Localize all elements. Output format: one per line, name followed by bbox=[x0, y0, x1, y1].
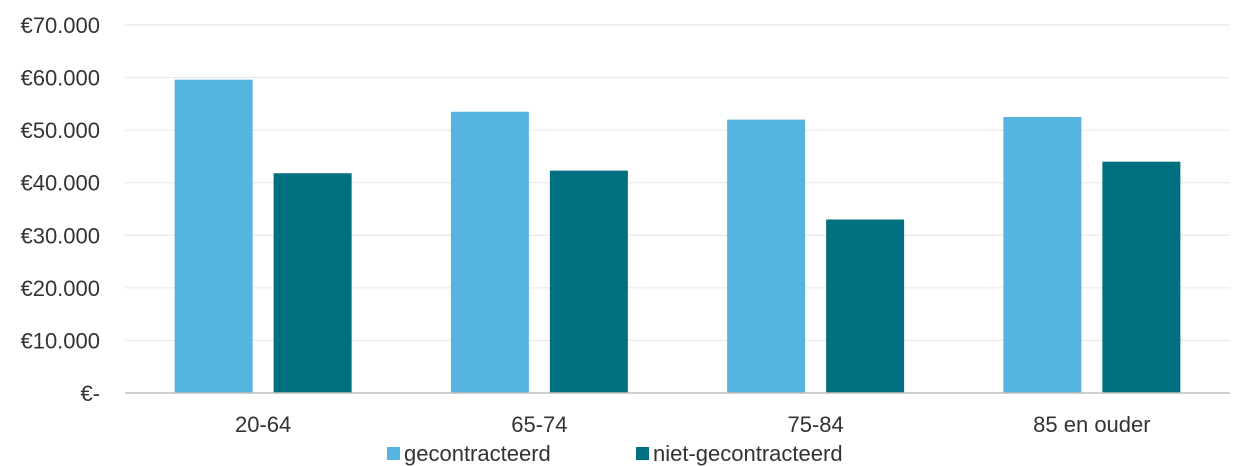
legend-label-niet-gecontracteerd: niet-gecontracteerd bbox=[653, 441, 843, 466]
y-tick-label: €60.000 bbox=[20, 66, 100, 91]
legend: gecontracteerd niet-gecontracteerd bbox=[387, 441, 843, 466]
y-tick-label: €10.000 bbox=[20, 328, 100, 353]
bar-gecontracteerd bbox=[174, 79, 253, 393]
bar-gecontracteerd bbox=[450, 111, 529, 393]
y-tick-label: €40.000 bbox=[20, 171, 100, 196]
x-tick-label: 65-74 bbox=[511, 412, 567, 437]
bar-niet-gecontracteerd bbox=[549, 170, 628, 393]
y-tick-label: €- bbox=[80, 381, 100, 406]
legend-swatch-niet-gecontracteerd bbox=[636, 447, 649, 460]
x-axis-tick-labels: 20-64 65-74 75-84 85 en ouder bbox=[235, 412, 1151, 437]
legend-swatch-gecontracteerd bbox=[387, 447, 400, 460]
y-tick-label: €50.000 bbox=[20, 118, 100, 143]
bar-niet-gecontracteerd bbox=[273, 173, 352, 393]
y-axis-tick-labels: €- €10.000 €20.000 €30.000 €40.000 €50.000 €60… bbox=[20, 13, 100, 406]
x-tick-label: 20-64 bbox=[235, 412, 291, 437]
y-tick-label: €30.000 bbox=[20, 223, 100, 248]
bar-niet-gecontracteerd bbox=[826, 219, 905, 393]
bars bbox=[174, 79, 1181, 393]
bar-gecontracteerd bbox=[727, 119, 806, 393]
y-tick-label: €70.000 bbox=[20, 13, 100, 38]
y-tick-label: €20.000 bbox=[20, 276, 100, 301]
bar-gecontracteerd bbox=[1003, 117, 1082, 393]
legend-label-gecontracteerd: gecontracteerd bbox=[404, 441, 551, 466]
x-tick-label: 75-84 bbox=[787, 412, 843, 437]
x-tick-label: 85 en ouder bbox=[1033, 412, 1150, 437]
bar-niet-gecontracteerd bbox=[1102, 161, 1181, 393]
